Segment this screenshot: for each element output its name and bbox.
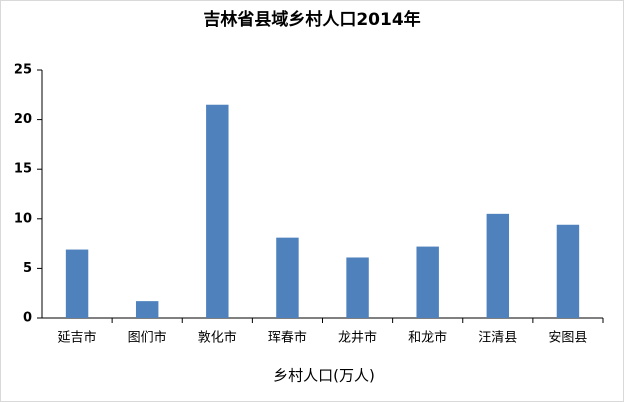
y-tick-label: 15 [14,162,32,177]
bar [556,224,580,318]
chart-title: 吉林省县域乡村人口2014年 [203,9,420,30]
y-tick-label: 0 [23,311,32,326]
y-tick-label: 25 [14,63,32,78]
x-tick-label: 汪清县 [478,331,517,346]
bar [135,301,159,318]
y-tick-label: 10 [14,211,32,226]
bar [65,249,89,318]
bar [206,104,229,318]
bar [486,213,510,318]
x-tick-label: 和龙市 [408,330,447,346]
bar [346,257,369,318]
x-tick-label: 珲春市 [268,330,307,346]
bar [276,237,299,318]
x-tick-label: 延吉市 [58,330,97,346]
y-tick-label: 20 [14,112,32,127]
x-tick-label: 图们市 [128,330,167,346]
x-tick-label: 安图县 [548,331,587,346]
y-tick-label: 5 [23,261,32,276]
bar [416,246,439,318]
x-axis-title: 乡村人口(万人) [273,367,375,385]
x-tick-label: 龙井市 [338,330,377,346]
x-tick-label: 敦化市 [198,330,237,346]
